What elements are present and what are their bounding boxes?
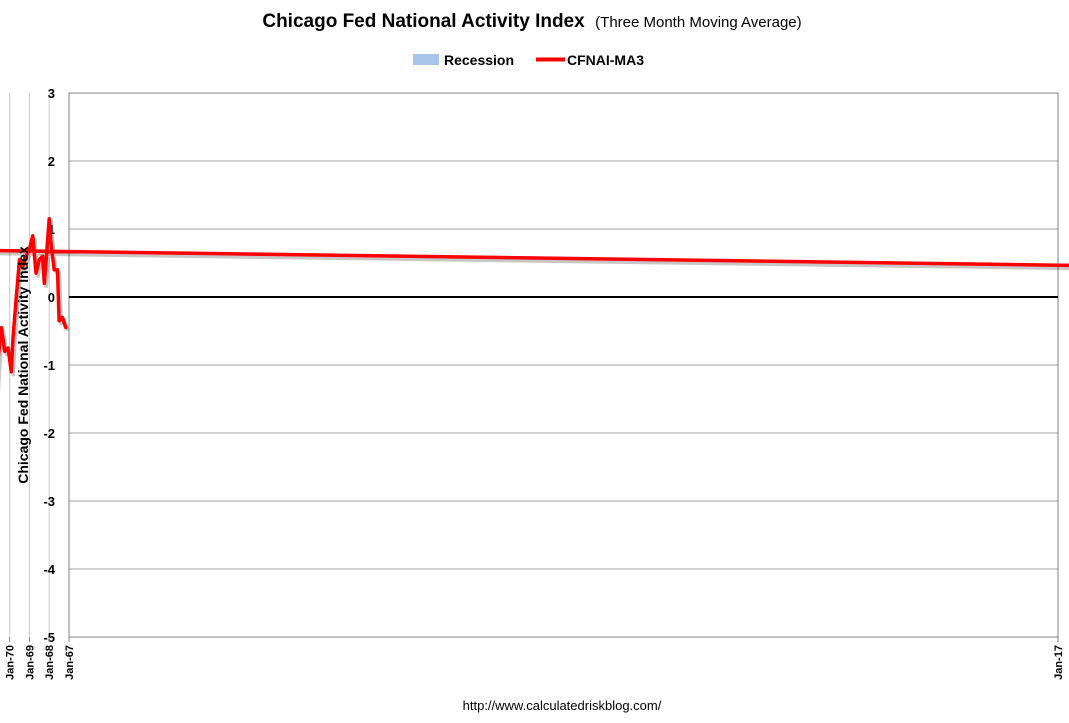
chart-title-group: Chicago Fed National Activity Index (Thr… [262,11,801,32]
y-tick-label: -1 [43,358,55,373]
x-tick-label: Jan-68 [44,645,56,680]
legend-label-cfnai: CFNAI-MA3 [567,52,644,68]
chart-title: Chicago Fed National Activity Index [262,11,585,32]
legend-label-recession: Recession [444,52,514,68]
y-tick-label: -2 [43,426,55,441]
y-tick-label: 2 [48,154,55,169]
x-tick-label: Jan-70 [5,645,17,680]
y-tick-label: 0 [48,290,55,305]
chart-subtitle: (Three Month Moving Average) [595,14,802,31]
x-tick-label: Jan-69 [24,645,36,680]
legend: Recession CFNAI-MA3 [413,52,644,68]
legend-swatch-recession [413,54,439,65]
x-tick-label: Jan-17 [1053,645,1065,680]
y-tick-label: -4 [43,562,55,577]
y-axis-label: Chicago Fed National Activity Index [15,246,31,484]
x-tick-label: Jan-67 [64,645,76,680]
plot-border [68,92,1059,638]
y-tick-label: 3 [48,86,55,101]
source-url: http://www.calculatedriskblog.com/ [463,698,662,713]
y-tick-label: -3 [43,494,55,509]
